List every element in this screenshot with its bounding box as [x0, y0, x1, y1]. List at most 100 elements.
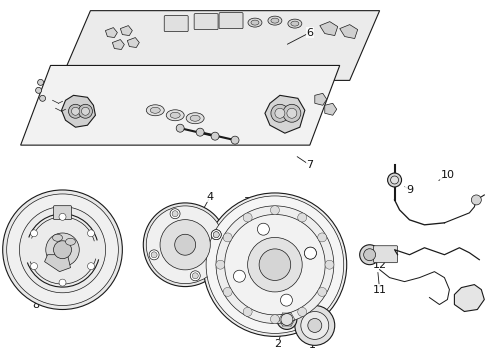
- Circle shape: [30, 263, 38, 270]
- Circle shape: [300, 311, 328, 339]
- Circle shape: [233, 270, 245, 282]
- Circle shape: [230, 136, 239, 144]
- Circle shape: [216, 206, 333, 324]
- FancyBboxPatch shape: [219, 13, 243, 28]
- Circle shape: [280, 314, 292, 325]
- Circle shape: [146, 206, 224, 284]
- Circle shape: [30, 230, 38, 237]
- Circle shape: [307, 319, 321, 332]
- Polygon shape: [453, 285, 483, 311]
- Polygon shape: [44, 255, 70, 272]
- Circle shape: [68, 104, 82, 118]
- Circle shape: [286, 108, 296, 118]
- Ellipse shape: [247, 18, 262, 27]
- Circle shape: [304, 247, 316, 259]
- Text: 12: 12: [372, 260, 386, 270]
- FancyBboxPatch shape: [373, 246, 397, 263]
- Circle shape: [174, 234, 195, 255]
- Circle shape: [53, 241, 71, 259]
- Text: 7: 7: [305, 160, 313, 170]
- Text: 4: 4: [206, 192, 213, 202]
- Ellipse shape: [287, 19, 301, 28]
- Circle shape: [40, 95, 45, 101]
- Circle shape: [190, 271, 200, 281]
- Circle shape: [259, 249, 290, 280]
- Circle shape: [192, 273, 198, 279]
- Circle shape: [172, 211, 178, 217]
- FancyBboxPatch shape: [53, 206, 71, 220]
- Polygon shape: [61, 95, 95, 127]
- Circle shape: [81, 107, 89, 115]
- Circle shape: [71, 107, 80, 115]
- Text: 8: 8: [32, 300, 39, 310]
- Ellipse shape: [250, 20, 259, 25]
- Ellipse shape: [150, 107, 160, 113]
- Circle shape: [363, 249, 375, 261]
- Circle shape: [297, 307, 306, 316]
- Text: 5: 5: [206, 217, 213, 227]
- Circle shape: [247, 237, 302, 292]
- Circle shape: [297, 213, 306, 222]
- Polygon shape: [120, 26, 132, 36]
- Text: 11: 11: [372, 284, 386, 294]
- Circle shape: [470, 195, 480, 205]
- Circle shape: [20, 207, 105, 293]
- Circle shape: [223, 287, 232, 296]
- Text: 2: 2: [274, 339, 281, 349]
- Ellipse shape: [52, 234, 62, 241]
- Polygon shape: [127, 37, 139, 48]
- Text: 3: 3: [243, 197, 250, 207]
- Circle shape: [270, 104, 288, 122]
- Ellipse shape: [146, 105, 164, 116]
- Circle shape: [46, 233, 79, 266]
- Circle shape: [280, 294, 292, 306]
- Polygon shape: [61, 11, 379, 80]
- Circle shape: [176, 124, 184, 132]
- Circle shape: [211, 132, 219, 140]
- Circle shape: [270, 206, 279, 215]
- Circle shape: [38, 80, 43, 85]
- Circle shape: [143, 203, 226, 287]
- Text: 9: 9: [405, 185, 412, 195]
- Circle shape: [160, 220, 210, 270]
- Circle shape: [387, 173, 401, 187]
- Circle shape: [87, 263, 94, 270]
- Text: 10: 10: [440, 170, 453, 180]
- Circle shape: [149, 250, 159, 260]
- Circle shape: [36, 87, 41, 93]
- Ellipse shape: [190, 115, 200, 121]
- Circle shape: [211, 230, 221, 240]
- Circle shape: [59, 279, 66, 286]
- Circle shape: [205, 196, 343, 333]
- Circle shape: [215, 260, 224, 269]
- Circle shape: [294, 306, 334, 345]
- Circle shape: [211, 230, 221, 240]
- Circle shape: [213, 232, 219, 238]
- Circle shape: [243, 213, 252, 222]
- Circle shape: [151, 252, 157, 258]
- Ellipse shape: [170, 112, 180, 118]
- Polygon shape: [105, 28, 117, 37]
- Circle shape: [274, 108, 285, 118]
- Circle shape: [213, 232, 219, 238]
- Ellipse shape: [186, 113, 203, 124]
- Text: 1: 1: [309, 340, 316, 350]
- Polygon shape: [319, 22, 337, 36]
- Polygon shape: [264, 95, 304, 133]
- Circle shape: [87, 230, 94, 237]
- Circle shape: [170, 209, 180, 219]
- Ellipse shape: [267, 16, 281, 25]
- Circle shape: [390, 176, 398, 184]
- Circle shape: [359, 245, 379, 265]
- Circle shape: [243, 307, 252, 316]
- Polygon shape: [314, 93, 326, 105]
- Circle shape: [270, 315, 279, 324]
- Text: 6: 6: [305, 28, 313, 37]
- Circle shape: [283, 104, 300, 122]
- Circle shape: [317, 233, 326, 242]
- Circle shape: [7, 194, 118, 306]
- Circle shape: [304, 247, 316, 259]
- Polygon shape: [20, 66, 339, 145]
- Circle shape: [203, 193, 346, 336]
- FancyBboxPatch shape: [164, 15, 188, 32]
